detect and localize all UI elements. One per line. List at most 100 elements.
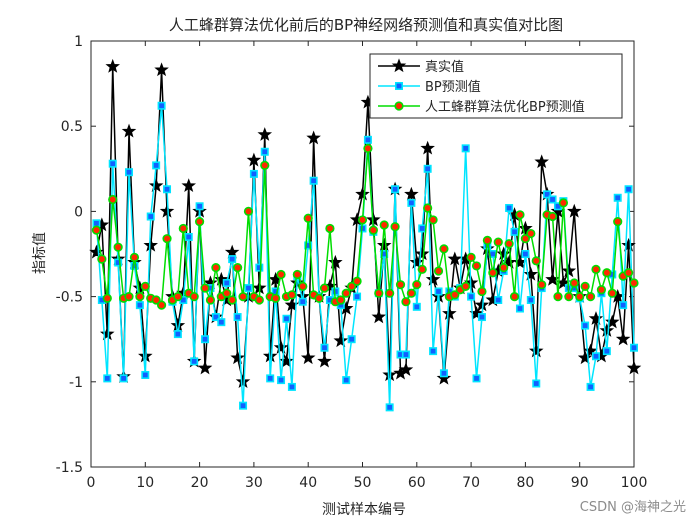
series-point-true	[409, 254, 425, 269]
series-point-abc-bp	[211, 263, 221, 273]
series-point-abc-bp	[450, 290, 460, 300]
series-point-abc-bp	[102, 293, 112, 303]
series-point-abc-bp	[298, 281, 308, 291]
series-point-abc-bp	[108, 194, 118, 205]
series-point-true	[588, 311, 604, 325]
series-point-abc-bp	[433, 266, 444, 276]
series-point-bp	[260, 147, 269, 156]
x-tick-label: 100	[621, 475, 648, 491]
series-point-bp	[249, 169, 258, 178]
series-point-abc-bp	[607, 288, 617, 298]
series-point-true	[105, 58, 120, 73]
series-point-true	[89, 244, 104, 259]
series-point-true	[442, 305, 457, 320]
series-point-bp	[407, 198, 416, 207]
series-point-bp	[146, 212, 155, 221]
series-point-bp	[391, 185, 400, 194]
series-point-bp	[434, 287, 443, 296]
series-point-true	[121, 123, 137, 138]
series-point-bp	[429, 347, 438, 356]
series-point-abc-bp	[162, 234, 172, 244]
x-tick-label: 10	[136, 475, 154, 491]
x-tick-label: 20	[191, 475, 209, 491]
series-point-abc-bp	[271, 293, 281, 303]
series-point-abc-bp	[564, 292, 574, 302]
series-point-true	[300, 350, 316, 365]
watermark-text: CSDN @海神之光	[579, 500, 686, 515]
series-point-bp	[217, 318, 226, 327]
series-point-abc-bp	[178, 223, 188, 234]
y-tick-label: -0.5	[56, 290, 83, 306]
series-point-bp	[277, 376, 286, 385]
series-point-bp	[201, 335, 210, 344]
series-point-abc-bp	[243, 206, 254, 216]
x-tick-label: 0	[87, 475, 96, 491]
x-axis-label: 测试样本编号	[322, 502, 406, 518]
series-point-abc-bp	[553, 292, 563, 302]
series-point-true	[605, 314, 620, 329]
series-point-true	[257, 127, 273, 141]
series-point-bp	[581, 321, 590, 330]
series-point-true	[577, 350, 593, 365]
series-point-abc-bp	[238, 292, 248, 302]
series-point-bp	[228, 255, 237, 264]
y-tick-label: -1	[69, 375, 83, 391]
series-point-abc-bp	[569, 278, 579, 288]
series-point-true	[567, 203, 582, 218]
series-point-bp	[418, 224, 427, 233]
series-point-bp	[287, 382, 296, 391]
series-point-abc-bp	[412, 280, 422, 290]
series-point-abc-bp	[314, 293, 324, 303]
legend-entry-abc-bp-marker	[394, 101, 404, 111]
series-point-abc-bp	[531, 256, 541, 266]
series-point-abc-bp	[173, 292, 183, 302]
series-point-bp	[624, 185, 633, 194]
series-point-abc-bp	[558, 198, 569, 208]
series-point-bp	[173, 330, 182, 339]
series-line-abc-bp	[95, 148, 635, 307]
series-point-bp	[401, 350, 410, 359]
series-point-bp	[629, 343, 638, 352]
x-tick-label: 40	[299, 475, 317, 491]
series-point-true	[214, 271, 229, 286]
series-point-abc-bp	[151, 295, 161, 305]
series-point-true	[518, 220, 533, 235]
series-point-abc-bp	[357, 215, 368, 225]
series-point-true	[100, 326, 115, 341]
series-point-true	[148, 178, 164, 193]
series-point-abc-bp	[613, 217, 623, 227]
series-point-true	[534, 154, 549, 169]
series-point-abc-bp	[488, 268, 498, 278]
series-point-abc-bp	[287, 290, 297, 300]
series-point-bp	[119, 374, 128, 383]
series-point-abc-bp	[466, 252, 476, 263]
series-point-bp	[347, 335, 356, 344]
series-point-abc-bp	[417, 264, 427, 274]
series-point-bp	[266, 374, 275, 383]
series-point-true	[583, 343, 598, 358]
series-point-bp	[412, 302, 421, 311]
series-point-bp	[526, 296, 535, 305]
series-point-abc-bp	[585, 292, 596, 302]
series-point-true	[306, 130, 321, 145]
series-point-true	[425, 271, 441, 286]
series-point-true	[197, 360, 213, 375]
series-point-true	[333, 333, 349, 348]
series-point-true	[159, 203, 175, 218]
series-point-true	[561, 263, 577, 278]
series-point-abc-bp	[390, 222, 400, 232]
x-tick-label: 50	[354, 475, 372, 491]
series-point-abc-bp	[509, 292, 520, 302]
series-point-true	[246, 152, 262, 167]
series-point-bp	[363, 135, 372, 144]
series-point-true	[170, 317, 186, 332]
series-point-abc-bp	[537, 280, 547, 290]
series-point-true	[371, 309, 387, 324]
series-point-bp	[233, 313, 242, 322]
series-point-bp	[125, 168, 134, 177]
series-point-abc-bp	[233, 263, 243, 273]
series-point-abc-bp	[260, 160, 270, 170]
series-point-true	[615, 331, 631, 346]
series-point-bp	[184, 232, 193, 241]
